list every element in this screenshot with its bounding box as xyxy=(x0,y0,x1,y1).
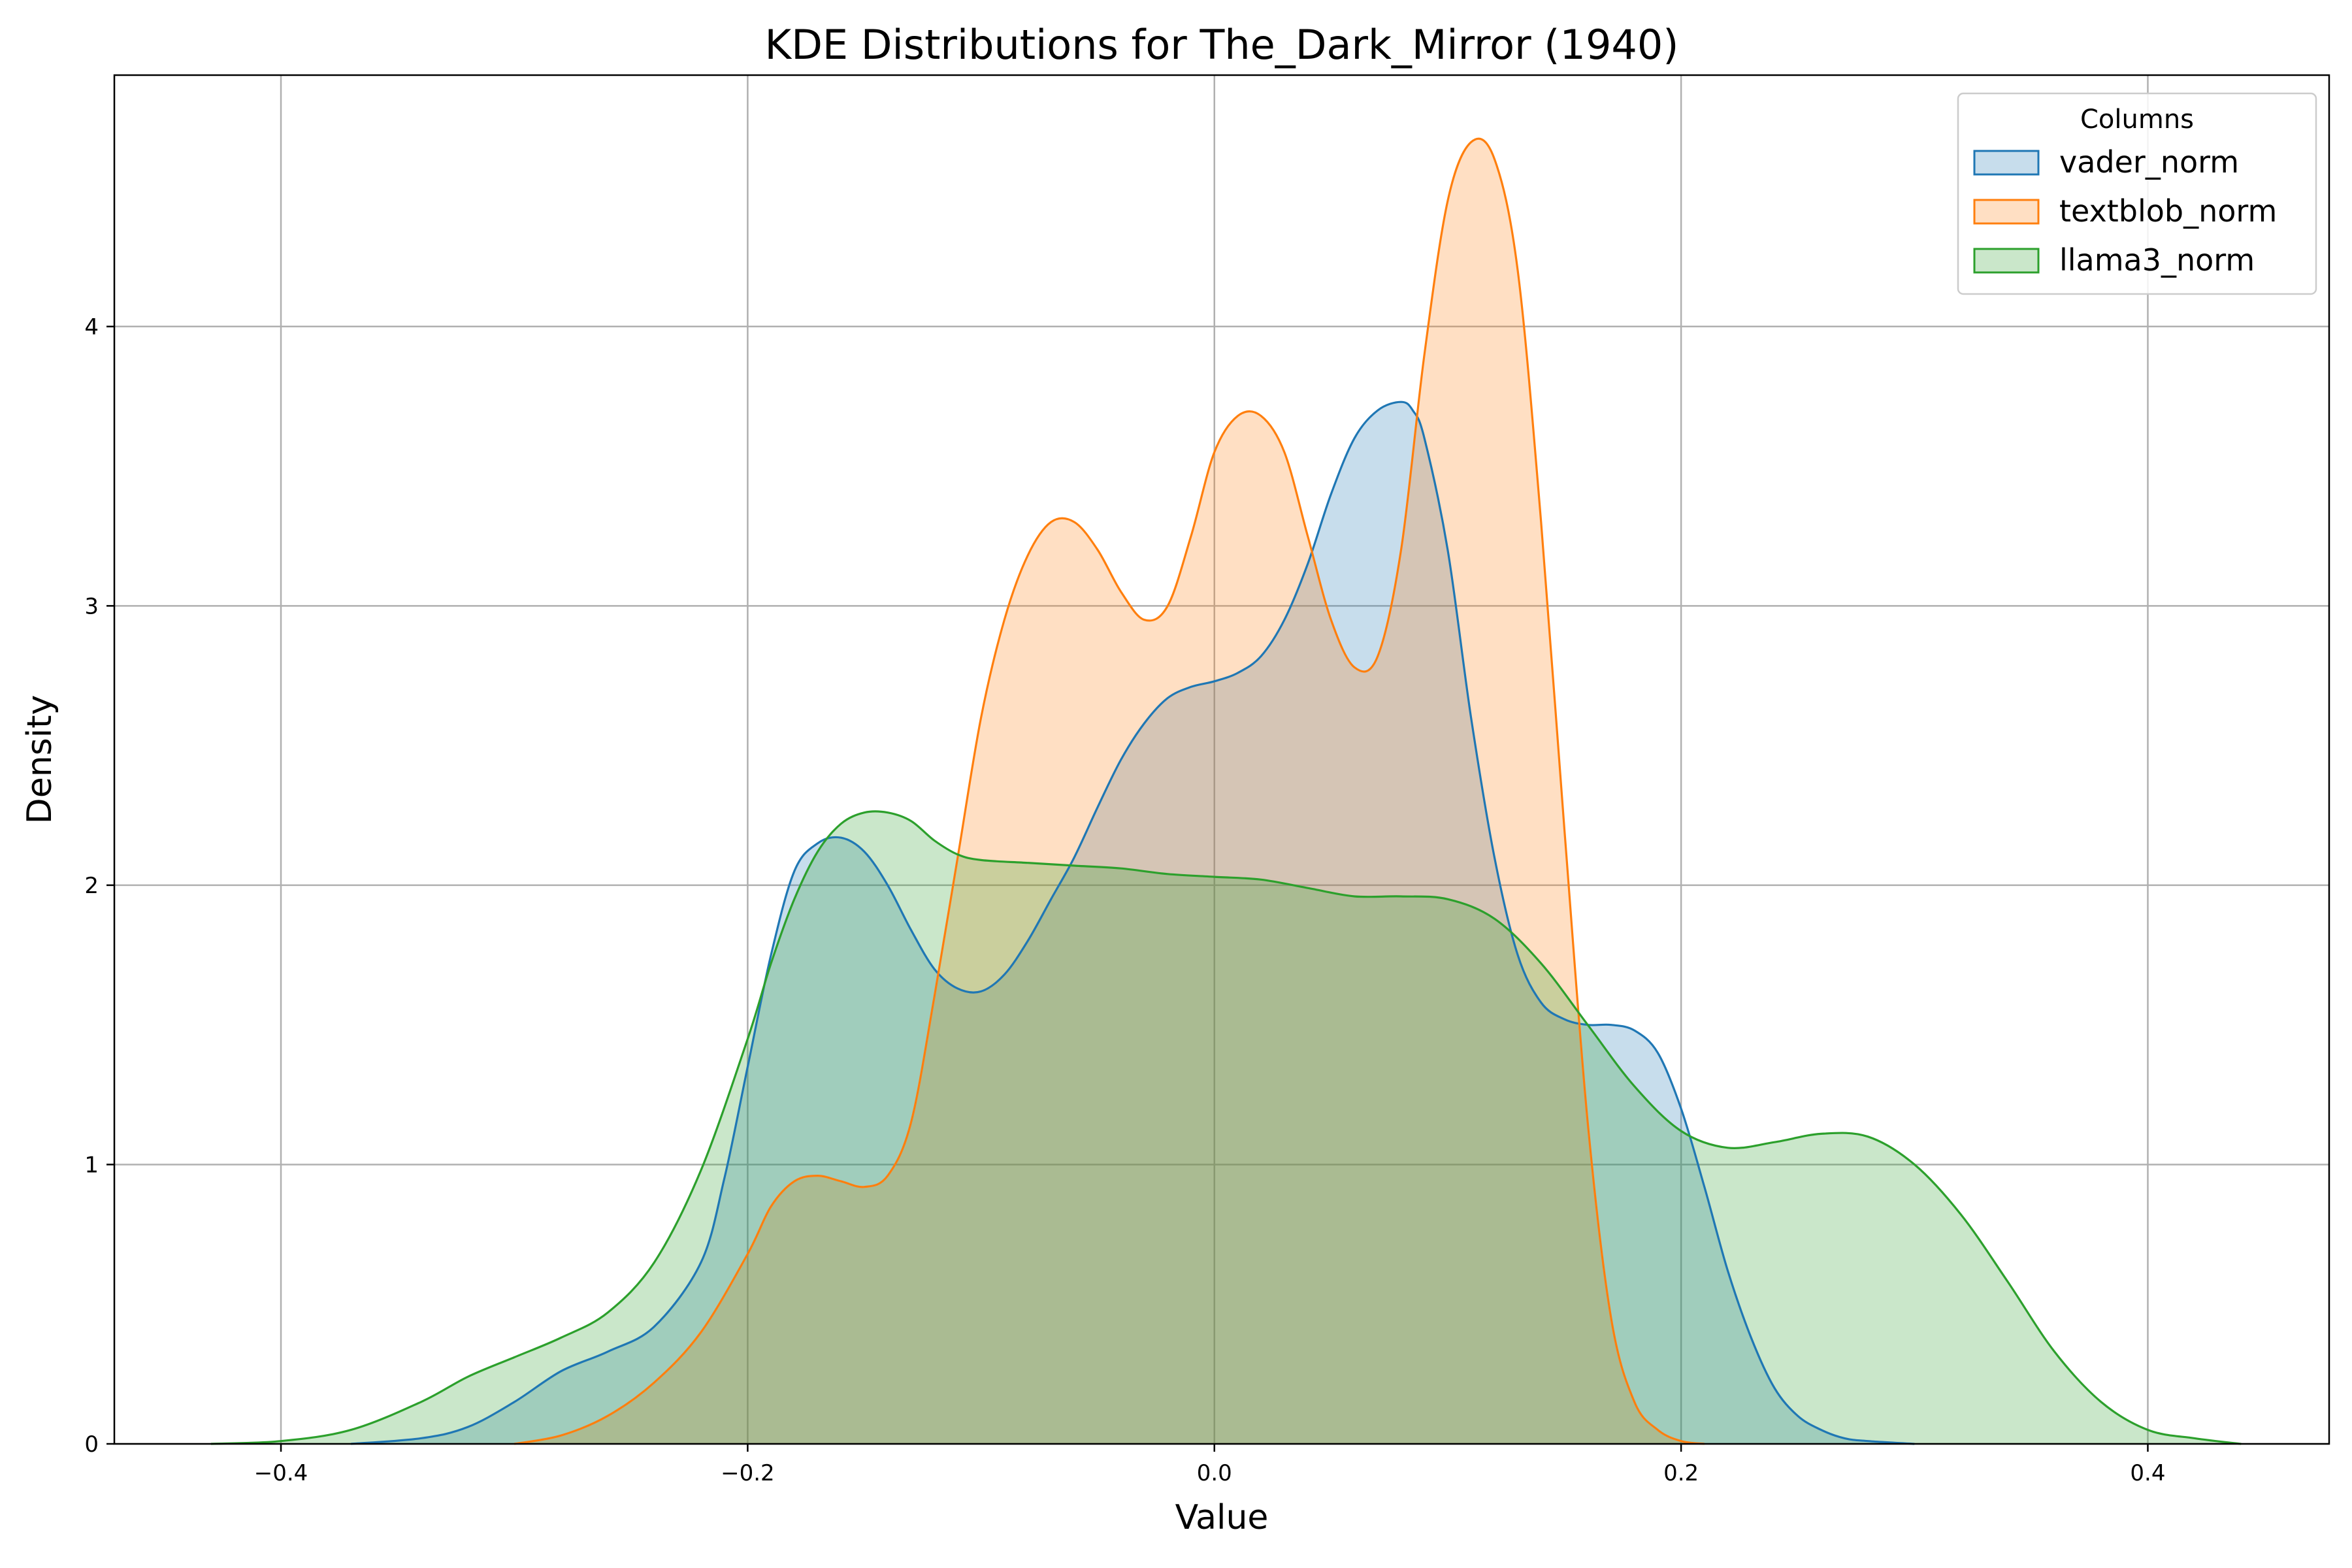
x-tick-label: 0.2 xyxy=(1663,1460,1699,1486)
y-axis-title: Density xyxy=(20,695,59,825)
legend-swatch-vader_norm xyxy=(1973,150,2040,176)
legend: Columns vader_norm textblob_norm llama3_no… xyxy=(1957,92,2317,295)
series-line-vader_norm xyxy=(351,400,1915,1445)
x-tick-label: 0.4 xyxy=(2130,1460,2165,1486)
tick-layer: −0.4 −0.2 0.0 0.2 0.4 0 1 2 3 4 xyxy=(84,314,2165,1486)
x-tick-label: −0.2 xyxy=(721,1460,775,1486)
x-tick-label: −0.4 xyxy=(254,1460,308,1486)
legend-swatch-llama3_norm xyxy=(1973,248,2040,274)
plot-frame xyxy=(113,74,2330,1445)
y-tick-label: 3 xyxy=(84,593,99,619)
series-line-llama3_norm xyxy=(210,810,2242,1445)
legend-label-textblob_norm: textblob_norm xyxy=(2059,193,2277,229)
series-area-vader_norm xyxy=(351,402,1915,1445)
series-area-textblob_norm xyxy=(514,139,1705,1444)
series-line-textblob_norm xyxy=(514,137,1705,1445)
x-axis-title: Value xyxy=(1175,1498,1269,1537)
legend-box xyxy=(1957,92,2317,295)
legend-title: Columns xyxy=(2080,105,2194,135)
legend-label-vader_norm: vader_norm xyxy=(2059,144,2239,180)
y-tick-label: 0 xyxy=(84,1431,99,1458)
legend-label-llama3_norm: llama3_norm xyxy=(2059,242,2255,278)
legend-swatch-textblob_norm xyxy=(1973,199,2040,225)
chart-title: KDE Distributions for The_Dark_Mirror (1… xyxy=(765,21,1679,69)
y-tick-label: 2 xyxy=(84,873,99,899)
series-layer xyxy=(210,137,2242,1445)
y-tick-label: 4 xyxy=(84,314,99,340)
y-tick-label: 1 xyxy=(84,1152,99,1178)
x-tick-label: 0.0 xyxy=(1197,1460,1232,1486)
